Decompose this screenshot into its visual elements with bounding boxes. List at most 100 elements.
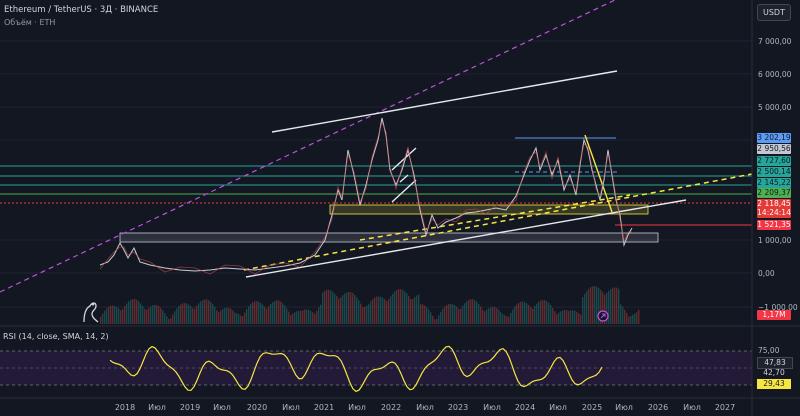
time-tick: Июл	[483, 403, 501, 412]
volume-bar	[282, 303, 284, 324]
volume-bar	[312, 312, 314, 324]
yellow-drop-line[interactable]	[584, 134, 613, 213]
currency-button[interactable]: USDT	[757, 4, 791, 21]
volume-bar	[374, 297, 376, 324]
volume-bar	[450, 303, 452, 324]
volume-bar	[128, 301, 130, 324]
volume-bar	[296, 311, 298, 324]
rsi-tag: 47,83	[757, 357, 793, 369]
volume-bar	[464, 303, 466, 324]
volume-bar	[108, 306, 110, 324]
price-tag-blue: 3 202,19	[757, 133, 791, 143]
volume-bar	[512, 309, 514, 324]
volume-bar	[362, 307, 364, 324]
volume-bar	[118, 308, 120, 324]
crypto-event-icon[interactable]	[597, 310, 609, 322]
volume-bar	[328, 289, 330, 324]
time-tick: Июл	[148, 403, 166, 412]
volume-bar	[412, 299, 414, 324]
volume-bar	[386, 301, 388, 324]
volume-bar	[498, 309, 500, 324]
volume-bar	[614, 287, 616, 324]
volume-bar	[424, 305, 426, 324]
volume-bar	[138, 301, 140, 324]
chart-title[interactable]: Ethereum / TetherUS · 3Д · BINANCE	[4, 5, 159, 15]
volume-bar	[196, 305, 198, 324]
volume-bar	[612, 287, 614, 324]
time-tick: 2026	[647, 403, 669, 412]
volume-bar	[416, 295, 418, 324]
volume-bar	[476, 301, 478, 324]
volume-bar	[426, 307, 428, 324]
volume-bar	[422, 304, 424, 324]
volume-bar	[174, 311, 176, 324]
price-series[interactable]	[99, 117, 633, 272]
volume-bar	[394, 291, 396, 324]
volume-bar	[112, 305, 114, 324]
volume-bar	[534, 306, 536, 324]
volume-bar	[238, 314, 240, 324]
volume-bar	[494, 307, 496, 324]
volume-bar	[596, 286, 598, 324]
time-tick: Июл	[549, 403, 567, 412]
volume-bar	[516, 304, 518, 324]
volume-bar	[452, 304, 454, 324]
volume-bar	[160, 307, 162, 324]
volume-bar	[580, 314, 582, 324]
volume-bar	[134, 299, 136, 324]
volume-bar	[172, 314, 174, 324]
volume-bar	[342, 295, 344, 324]
volume-bar	[460, 308, 462, 324]
white-trendlines[interactable]	[245, 70, 687, 278]
volume-bar	[324, 290, 326, 324]
volume-tag: 1,17M	[757, 310, 791, 320]
volume-bar	[552, 307, 554, 324]
rsi-series[interactable]	[109, 345, 603, 393]
price-tag: 2 145,22	[757, 178, 791, 188]
volume-bar	[258, 301, 260, 324]
support-zone[interactable]	[119, 232, 659, 243]
volume-bar	[348, 291, 350, 324]
volume-bar	[316, 310, 318, 324]
volume-bar	[248, 306, 250, 324]
volume-bar	[382, 297, 384, 324]
grid	[0, 40, 752, 308]
violet-trendline[interactable]	[0, 0, 616, 293]
volume-bar	[618, 288, 620, 324]
price-tag-red: 1 521,35	[757, 220, 791, 230]
volume-bar	[216, 310, 218, 324]
volume-bar	[564, 309, 566, 324]
volume-bar	[448, 303, 450, 324]
volume-bar	[420, 304, 422, 324]
volume-bar	[142, 306, 144, 324]
volume-bar	[224, 308, 226, 324]
volume-bar	[136, 299, 138, 324]
volume-bar	[368, 304, 370, 324]
volume-label[interactable]: Объём · ETH	[4, 18, 56, 27]
volume-bar	[352, 293, 354, 324]
volume-bar	[356, 297, 358, 324]
level-lines	[0, 137, 752, 226]
volume-bar	[600, 289, 602, 324]
price-tick: 6 000,00	[758, 70, 792, 79]
volume-bar	[610, 289, 612, 324]
volume-bar	[180, 304, 182, 324]
volume-bar	[192, 308, 194, 324]
volume-bar	[236, 313, 238, 324]
volume-bar	[530, 307, 532, 324]
volume-bar	[410, 298, 412, 324]
volume-bar	[132, 299, 134, 324]
time-tick: 2024	[514, 403, 536, 412]
volume-bar	[314, 313, 316, 324]
volume-bar	[630, 316, 632, 324]
volume-bar	[338, 298, 340, 324]
yellow-trendlines[interactable]	[243, 173, 753, 271]
time-tick: Июл	[282, 403, 300, 412]
rsi-label[interactable]: RSI (14, close, SMA, 14, 2)	[3, 332, 109, 341]
volume-bar	[204, 299, 206, 324]
volume-bar	[442, 308, 444, 324]
volume-bar	[208, 300, 210, 324]
volume-bar	[548, 302, 550, 324]
